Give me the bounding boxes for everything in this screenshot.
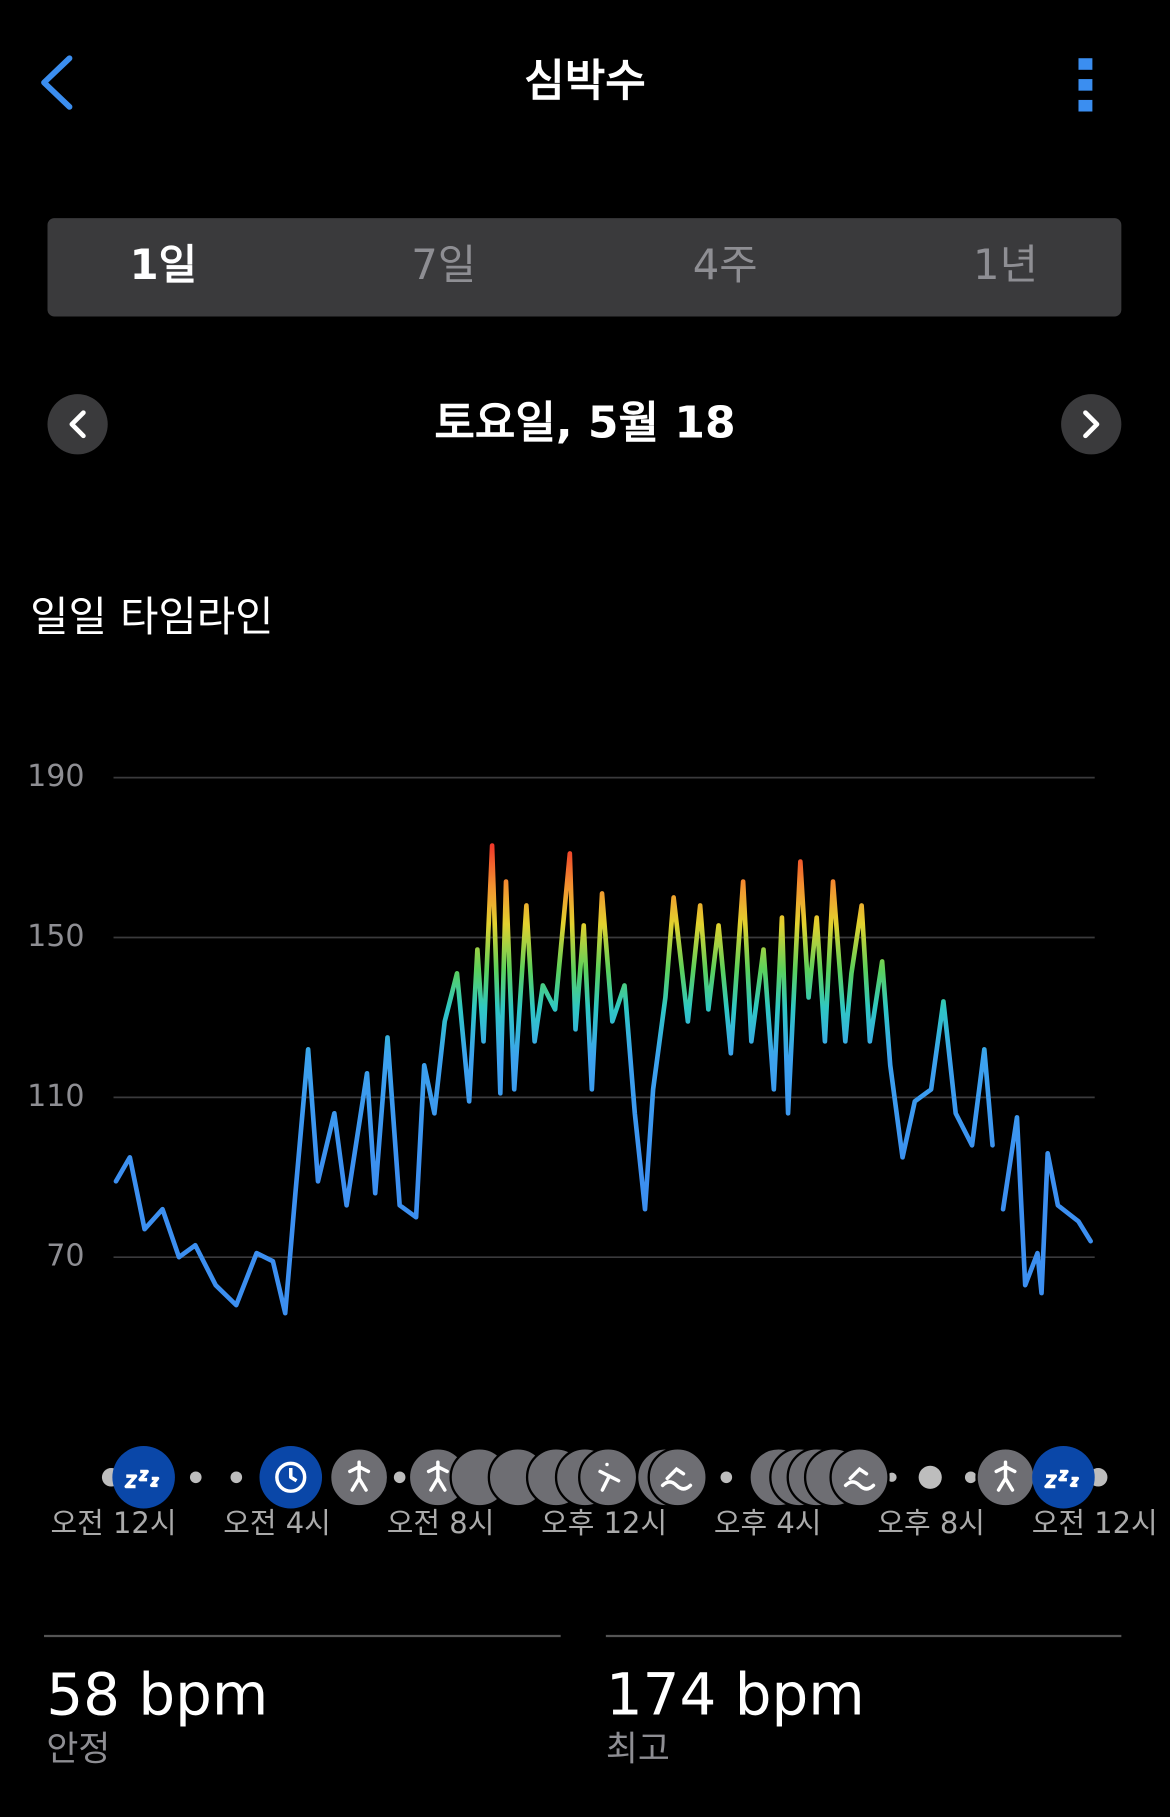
max-label: 최고 [606, 1730, 670, 1770]
section-title: 일일 타임라인 [30, 592, 273, 641]
x-tick-label: 오후 12시 [541, 1506, 667, 1540]
tab[interactable]: 1일 [130, 240, 197, 289]
y-tick-label: 150 [27, 919, 84, 954]
activity-timeline [101, 1446, 1108, 1509]
segmented-control [47, 218, 1122, 317]
resting-label: 안정 [46, 1730, 110, 1770]
back-button[interactable] [41, 55, 73, 110]
y-tick-label: 70 [46, 1239, 84, 1274]
prev-day-button[interactable] [47, 394, 108, 455]
x-tick-label: 오전 12시 [1032, 1506, 1158, 1540]
y-tick-label: 190 [27, 759, 84, 794]
tab[interactable]: 4주 [693, 240, 758, 289]
menu-button[interactable] [1078, 58, 1093, 112]
x-tick-label: 오후 8시 [877, 1506, 985, 1540]
x-tick-label: 오후 4시 [714, 1506, 822, 1540]
date-label: 토요일, 5월 18 [434, 397, 735, 448]
x-tick-label: 오전 4시 [223, 1506, 331, 1540]
tab[interactable]: 7일 [411, 240, 476, 289]
x-tick-label: 오전 8시 [387, 1506, 495, 1540]
heart-rate-chart: 70 110 150 190 오전 12시 오전 4시 오전 8시 오후 12시 오후 4시 오후… [27, 759, 1158, 1540]
page-title: 심박수 [524, 56, 645, 107]
max-value: 174 bpm [606, 1661, 865, 1729]
y-tick-label: 110 [27, 1079, 84, 1114]
x-tick-label: 오전 12시 [51, 1506, 177, 1540]
next-day-button[interactable] [1061, 394, 1122, 455]
tab[interactable]: 1년 [973, 240, 1038, 289]
resting-value: 58 bpm [46, 1661, 268, 1729]
heart-rate-line [113, 843, 1093, 1316]
